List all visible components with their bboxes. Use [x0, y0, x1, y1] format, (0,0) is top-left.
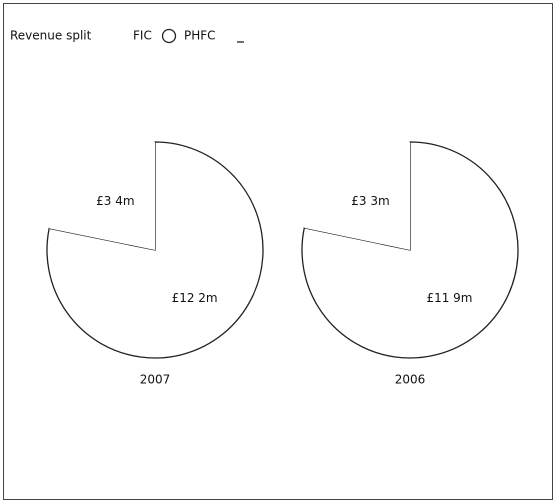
- slice-label: £12 2m: [172, 291, 218, 305]
- legend-label: FIC: [133, 29, 152, 43]
- slice-label: £3 3m: [351, 194, 389, 208]
- legend-title: Revenue split: [10, 29, 92, 43]
- pie-slice: [304, 142, 410, 250]
- slice-label: £3 4m: [96, 194, 134, 208]
- legend-label: PHFC: [184, 29, 216, 43]
- pie-slice: [46, 141, 264, 359]
- pie-title: 2007: [140, 373, 171, 387]
- pie-slice: [49, 142, 155, 250]
- pie-title: 2006: [395, 373, 426, 387]
- legend-swatch: [161, 28, 177, 44]
- pie-slice: [301, 141, 519, 359]
- slice-label: £11 9m: [426, 291, 472, 305]
